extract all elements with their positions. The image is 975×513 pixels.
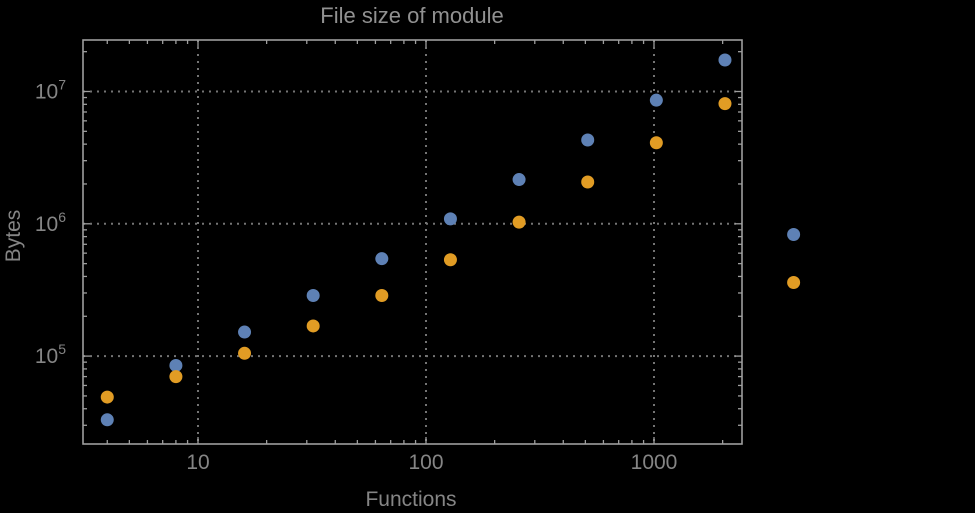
point-orange-x8	[169, 370, 183, 384]
point-blue-x4096	[787, 228, 801, 242]
point-orange-x128	[443, 253, 457, 267]
chart-title: File size of module	[320, 3, 504, 28]
point-blue-x1024	[649, 93, 663, 107]
point-blue-x16	[238, 325, 252, 339]
point-blue-x64	[375, 252, 389, 266]
point-orange-x256	[512, 215, 526, 229]
x-tick-label-1000: 1000	[631, 451, 678, 474]
point-orange-x32	[306, 319, 320, 333]
x-axis-label: Functions	[365, 488, 457, 511]
point-orange-x1024	[649, 136, 663, 150]
plot-frame	[82, 39, 743, 445]
point-orange-x64	[375, 289, 389, 303]
point-blue-x128	[443, 212, 457, 226]
point-blue-x512	[581, 133, 595, 147]
point-orange-x4	[100, 390, 114, 404]
point-orange-x4096	[787, 276, 801, 290]
point-blue-x4	[100, 413, 114, 427]
x-tick-label-10: 10	[186, 451, 209, 474]
point-orange-x512	[581, 175, 595, 189]
y-tick-label-1e5: 105	[35, 341, 66, 368]
point-orange-x16	[238, 346, 252, 360]
y-tick-label-1e6: 106	[35, 209, 66, 236]
point-blue-x256	[512, 173, 526, 187]
x-tick-label-100: 100	[408, 451, 443, 474]
point-blue-x8	[169, 358, 183, 372]
point-blue-x32	[306, 289, 320, 303]
y-tick-label-1e7: 107	[35, 77, 66, 104]
point-orange-x2048	[718, 97, 732, 111]
point-blue-x2048	[718, 53, 732, 67]
